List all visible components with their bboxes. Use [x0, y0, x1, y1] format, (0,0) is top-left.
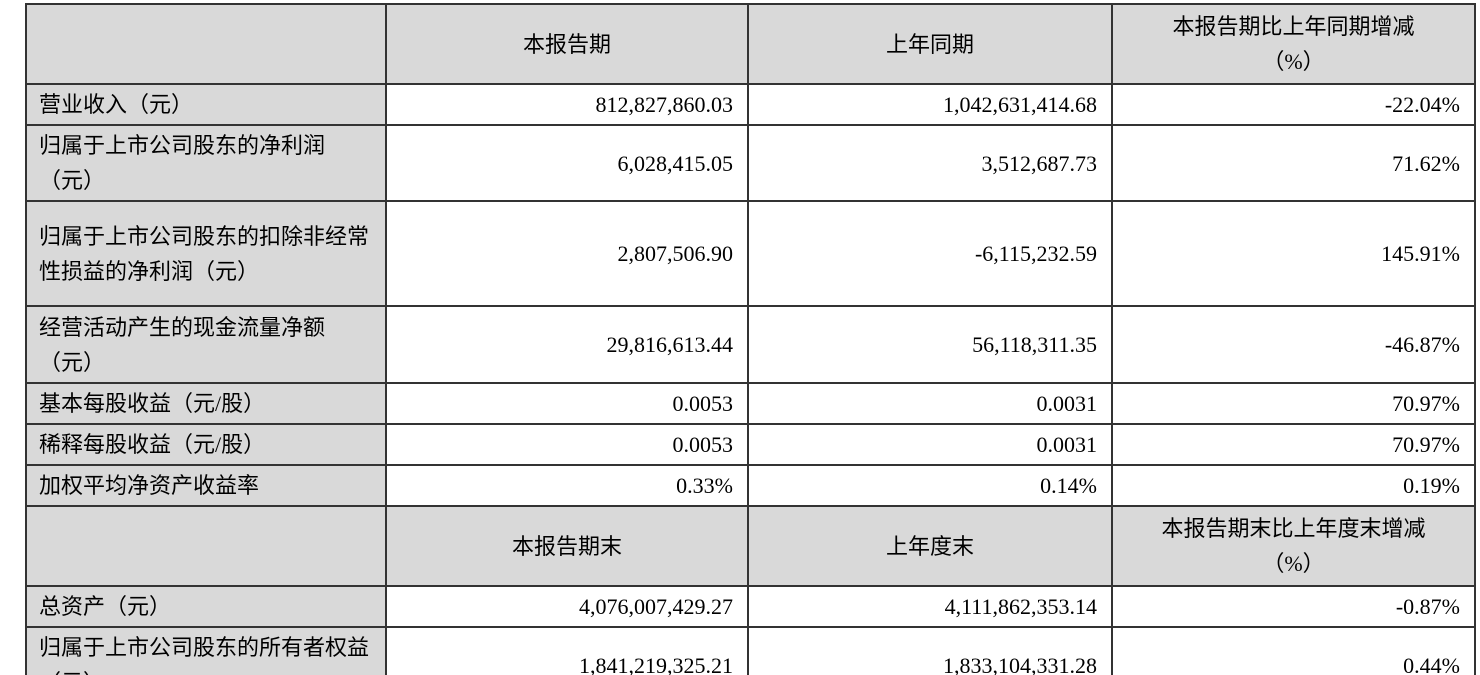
value-prior: -6,115,232.59 [747, 200, 1113, 307]
value-change: 70.97% [1111, 423, 1476, 466]
value-prior: 0.0031 [747, 382, 1113, 425]
value-change: 70.97% [1111, 382, 1476, 425]
table-row-total-assets: 总资产（元） 4,076,007,429.27 4,111,862,353.14… [25, 585, 1476, 628]
table-row-net-profit: 归属于上市公司股东的净利润（元） 6,028,415.05 3,512,687.… [25, 124, 1476, 202]
header-yearend-change: 本报告期末比上年度末增减 （%） [1111, 505, 1476, 587]
value-change: 145.91% [1111, 200, 1476, 307]
value-current: 0.0053 [385, 382, 749, 425]
value-change: -0.87% [1111, 585, 1476, 628]
row-label: 营业收入（元） [25, 83, 387, 126]
value-current: 0.0053 [385, 423, 749, 466]
value-prior: 3,512,687.73 [747, 124, 1113, 202]
value-current: 1,841,219,325.21 [385, 626, 749, 675]
value-prior: 0.0031 [747, 423, 1113, 466]
header-period-change: 本报告期比上年同期增减 （%） [1111, 3, 1476, 85]
header-current-period: 本报告期 [385, 3, 749, 85]
row-label: 加权平均净资产收益率 [25, 464, 387, 507]
value-change: 71.62% [1111, 124, 1476, 202]
row-label: 归属于上市公司股东的净利润（元） [25, 124, 387, 202]
value-current: 0.33% [385, 464, 749, 507]
header-prior-year-end: 上年度末 [747, 505, 1113, 587]
header-yearend-change-line1: 本报告期末比上年度末增减 [1161, 516, 1426, 541]
header-yearend-change-line2: （%） [1262, 551, 1325, 576]
table-row-diluted-eps: 稀释每股收益（元/股） 0.0053 0.0031 70.97% [25, 423, 1476, 466]
table-row-operating-revenue: 营业收入（元） 812,827,860.03 1,042,631,414.68 … [25, 83, 1476, 126]
financial-summary-table: 本报告期 上年同期 本报告期比上年同期增减 （%） 营业收入（元） 812,82… [25, 3, 1476, 675]
row-label: 归属于上市公司股东的扣除非经常性损益的净利润（元） [25, 200, 387, 307]
value-change: -46.87% [1111, 305, 1476, 384]
header-prior-period: 上年同期 [747, 3, 1113, 85]
header-period-change-line2: （%） [1262, 49, 1325, 74]
value-current: 6,028,415.05 [385, 124, 749, 202]
yearend-header-row: 本报告期末 上年度末 本报告期末比上年度末增减 （%） [25, 505, 1476, 587]
value-prior: 1,833,104,331.28 [747, 626, 1113, 675]
header-period-change-line1: 本报告期比上年同期增减 [1172, 14, 1415, 39]
row-label: 稀释每股收益（元/股） [25, 423, 387, 466]
value-change: 0.44% [1111, 626, 1476, 675]
value-prior: 4,111,862,353.14 [747, 585, 1113, 628]
table-row-basic-eps: 基本每股收益（元/股） 0.0053 0.0031 70.97% [25, 382, 1476, 425]
table-row-operating-cash-flow: 经营活动产生的现金流量净额（元） 29,816,613.44 56,118,31… [25, 305, 1476, 384]
row-label: 经营活动产生的现金流量净额（元） [25, 305, 387, 384]
header-current-period-end: 本报告期末 [385, 505, 749, 587]
value-change: 0.19% [1111, 464, 1476, 507]
table-row-equity-attributable: 归属于上市公司股东的所有者权益（元） 1,841,219,325.21 1,83… [25, 626, 1476, 675]
value-current: 2,807,506.90 [385, 200, 749, 307]
value-change: -22.04% [1111, 83, 1476, 126]
header-corner-cell [25, 3, 387, 85]
row-label: 基本每股收益（元/股） [25, 382, 387, 425]
table-row-net-profit-excl-nonrecurring: 归属于上市公司股东的扣除非经常性损益的净利润（元） 2,807,506.90 -… [25, 200, 1476, 307]
table-row-weighted-avg-roe: 加权平均净资产收益率 0.33% 0.14% 0.19% [25, 464, 1476, 507]
period-header-row: 本报告期 上年同期 本报告期比上年同期增减 （%） [25, 3, 1476, 85]
row-label: 归属于上市公司股东的所有者权益（元） [25, 626, 387, 675]
value-current: 4,076,007,429.27 [385, 585, 749, 628]
value-prior: 56,118,311.35 [747, 305, 1113, 384]
value-current: 812,827,860.03 [385, 83, 749, 126]
value-current: 29,816,613.44 [385, 305, 749, 384]
row-label: 总资产（元） [25, 585, 387, 628]
value-prior: 1,042,631,414.68 [747, 83, 1113, 126]
header-corner-cell [25, 505, 387, 587]
value-prior: 0.14% [747, 464, 1113, 507]
